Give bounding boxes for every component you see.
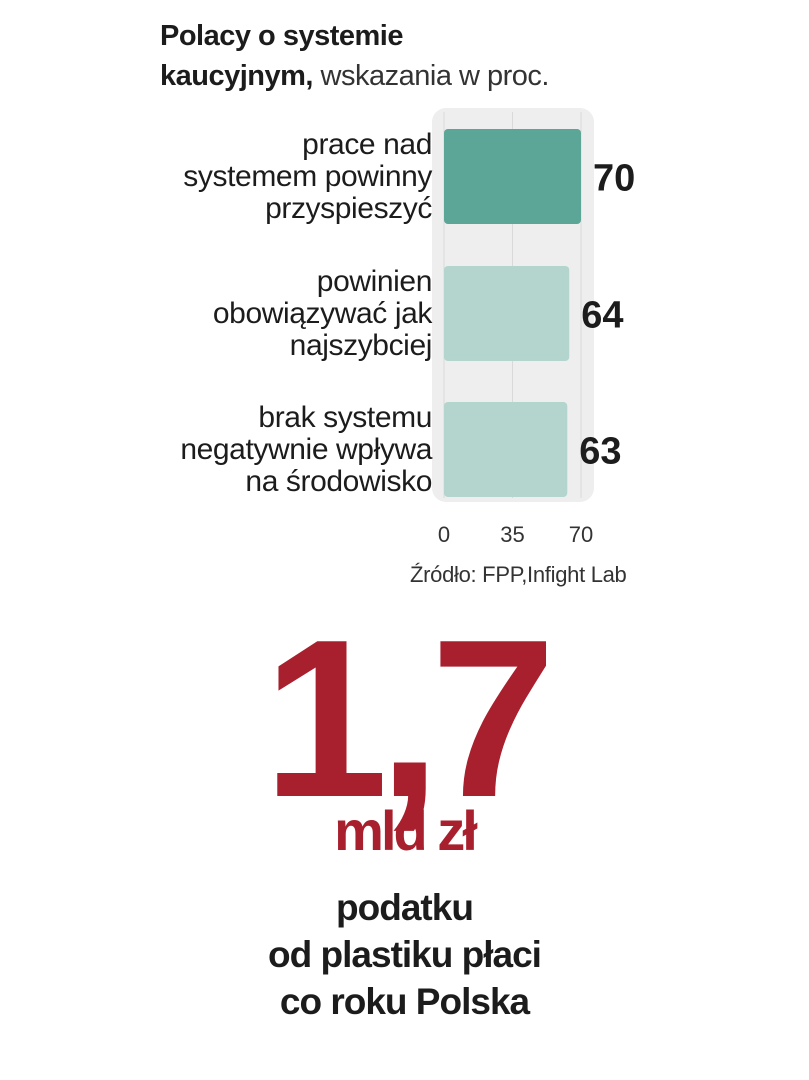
source-note: Źródło: FPP,Infight Lab: [410, 562, 627, 587]
value-label: 63: [579, 431, 621, 473]
title-bold-line1: Polacy o systemie: [160, 20, 403, 52]
category-label: na środowisko: [245, 465, 432, 498]
title-bold-line2: kaucyjnym,: [160, 60, 313, 92]
highlight-number: 1,7: [263, 592, 556, 844]
caption-line-1: podatku: [336, 887, 474, 928]
category-label: najszybciej: [290, 329, 432, 362]
category-label: obowiązywać jak: [213, 297, 434, 330]
highlight-caption: podatku od plastiku płaci co roku Polska: [0, 884, 809, 1025]
value-label: 70: [593, 158, 635, 200]
title-subtitle: wskazania w proc.: [320, 60, 550, 92]
highlight-unit: mld zł: [334, 799, 478, 862]
x-tick-label: 35: [500, 522, 524, 547]
x-tick-label: 0: [438, 522, 450, 547]
x-tick-label: 70: [569, 522, 593, 547]
category-label: brak systemu: [258, 401, 432, 434]
bar: [444, 402, 568, 497]
caption-line-3: co roku Polska: [279, 981, 530, 1022]
category-label: systemem powinny: [183, 160, 432, 193]
bar: [444, 129, 581, 224]
value-label: 64: [581, 295, 623, 337]
bar: [444, 266, 570, 361]
category-label: negatywnie wpływa: [180, 433, 432, 466]
category-label: prace nad: [302, 128, 432, 161]
caption-line-2: od plastiku płaci: [268, 934, 542, 975]
category-label: przyspieszyć: [265, 192, 432, 225]
category-label: powinien: [317, 265, 432, 298]
chart-title: Polacy o systemie kaucyjnym, wskazania w…: [160, 16, 760, 96]
